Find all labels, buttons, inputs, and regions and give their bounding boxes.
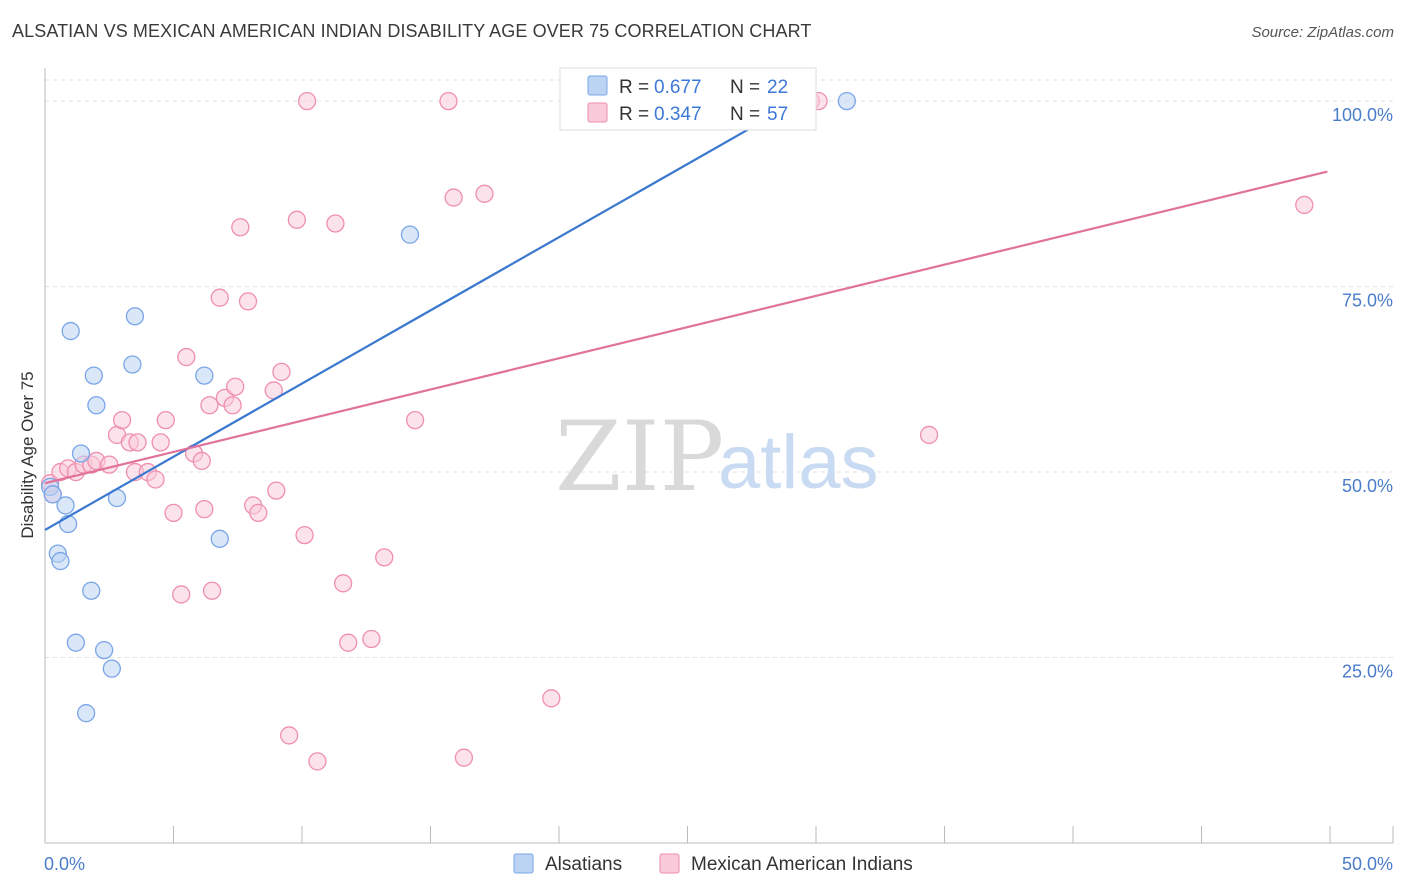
grid-lines [45,79,1393,659]
mexican-american-indians-point [405,410,425,430]
mexican-american-indians-trend-line [44,170,1328,485]
mexican-american-indians-point [326,214,345,233]
alsatians-point [123,355,142,374]
mexican-american-indians-point [542,689,561,708]
chart-title: ALSATIAN VS MEXICAN AMERICAN INDIAN DISA… [12,21,812,41]
legend-n-label: N = [730,77,760,98]
mexican-american-indians-point [439,91,458,111]
mexican-american-indians-point [279,726,299,745]
alsatians-point [71,444,91,463]
mexican-american-indians-point [202,581,222,600]
mexican-american-indians-point [210,288,229,307]
mexican-american-indians-point [195,499,214,519]
alsatians-point [66,633,85,652]
legend-swatch-mexican-american-indians [587,102,608,123]
mexican-american-indians-point [249,503,268,523]
x-tick-labels: 0.0% 50.0% [44,854,1393,874]
legend-r-label: R = [619,104,649,125]
bottom-legend-swatch-mexican-american-indians [659,853,680,874]
bottom-legend-label-alsatians: Alsatians [545,854,622,875]
legend-n-value-mexican-american-indians: 57 [767,104,788,125]
alsatians-point [51,551,70,571]
alsatians-point [87,396,106,415]
watermark-atlas: atlas [718,420,879,505]
mexican-american-indians-point [146,470,165,489]
mexican-american-indians-point [164,503,183,523]
source-label: Source: ZipAtlas.com [1251,24,1394,41]
y-tick-label: 75.0% [1342,291,1393,311]
alsatians-point [102,659,121,678]
legend: R = 0.677 N = 22 R = 0.347 N = 57 [559,67,817,131]
mexican-american-indians-point [297,91,317,111]
legend-n-label: N = [730,104,760,125]
mexican-american-indians-point [231,218,250,237]
y-tick-label: 100.0% [1332,105,1393,125]
watermark: ZIP atlas [555,401,879,513]
alsatians-point [43,485,62,504]
alsatians-point [76,704,96,723]
y-tick-label: 50.0% [1342,476,1393,496]
mexican-american-indians-point [128,433,147,452]
mexican-american-indians-point [112,410,132,430]
alsatians-point [61,321,80,341]
mexican-american-indians-point [339,633,358,652]
mexican-american-indians-point [100,455,119,474]
mexican-american-indians-point [226,377,245,396]
y-tick-labels: 25.0% 50.0% 75.0% 100.0% [1332,105,1393,681]
mexican-american-indians-point [267,481,286,500]
mexican-american-indians-point [444,188,463,207]
alsatians-point [84,366,103,385]
mexican-american-indians-point [362,629,381,649]
alsatians-point [210,529,229,548]
alsatians-point [82,581,101,600]
alsatians-point [837,91,856,111]
mexican-american-indians-point [375,548,394,567]
mexican-american-indians-point [238,292,258,311]
mexican-american-indians-point [223,396,242,415]
alsatians-point [400,225,420,244]
mexican-american-indians-point [192,451,211,471]
bottom-legend: Alsatians Mexican American Indians [513,853,913,875]
mexican-american-indians-point [919,425,939,445]
mexican-american-indians-point [156,410,175,430]
bottom-legend-swatch-alsatians [513,853,534,874]
alsatians-point [195,366,214,385]
legend-r-label: R = [619,77,649,98]
mexican-american-indians-point [454,748,474,767]
alsatians-point [56,496,75,515]
mexican-american-indians-point [200,396,219,415]
trend-lines [44,100,1328,531]
y-axis-label: Disability Age Over 75 [18,371,37,538]
watermark-zip: ZIP [555,401,724,513]
alsatians-point [125,307,145,326]
bottom-legend-label-mexican-american-indians: Mexican American Indians [691,854,913,875]
alsatians-trend-line [44,100,799,531]
x-tick-label: 50.0% [1342,854,1393,874]
y-tick-label: 25.0% [1342,662,1393,682]
mexican-american-indians-point [287,210,307,229]
data-points [40,91,1314,771]
mexican-american-indians-point [172,585,191,604]
legend-r-value-mexican-american-indians: 0.347 [654,104,702,125]
mexican-american-indians-point [272,362,291,382]
mexican-american-indians-point [475,184,494,203]
mexican-american-indians-point [1295,195,1314,215]
mexican-american-indians-point [151,433,170,452]
mexican-american-indians-point [177,347,196,367]
legend-n-value-alsatians: 22 [767,77,788,98]
legend-r-value-alsatians: 0.677 [654,77,702,98]
x-tick-label: 0.0% [44,854,85,874]
axes [44,68,1394,844]
legend-swatch-alsatians [587,75,608,96]
mexican-american-indians-point [308,752,327,771]
mexican-american-indians-point [295,525,314,545]
mexican-american-indians-point [333,574,353,593]
alsatians-point [94,640,114,660]
alsatians-point [58,514,78,534]
